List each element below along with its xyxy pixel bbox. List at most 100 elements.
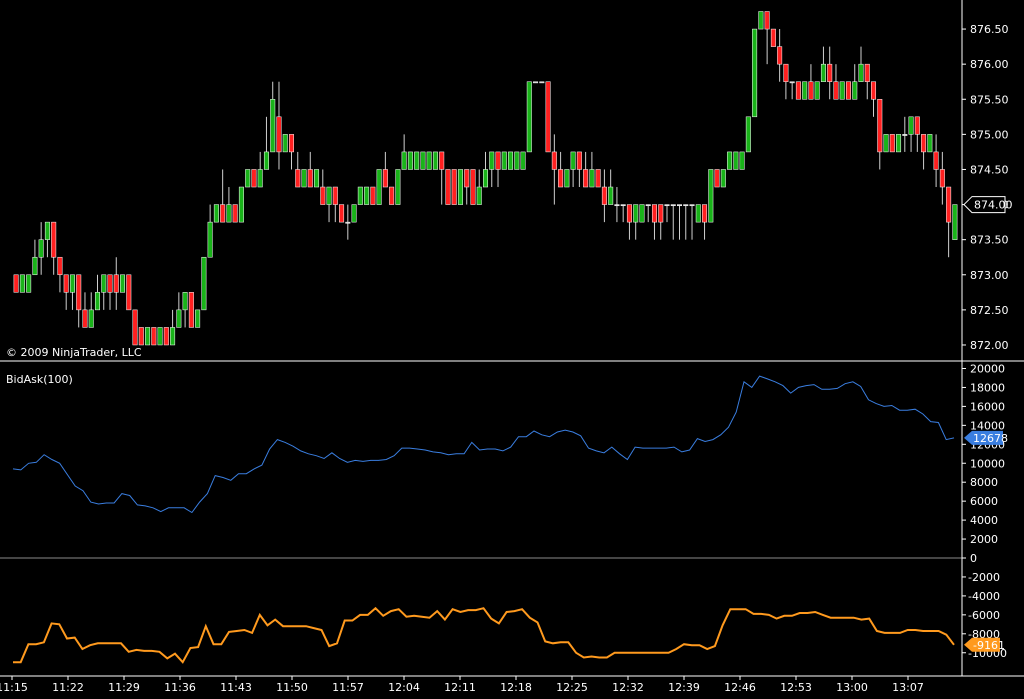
candle-body[interactable] xyxy=(132,309,138,346)
candle-body[interactable] xyxy=(44,221,50,240)
candle-body[interactable] xyxy=(545,81,551,153)
candle-body[interactable] xyxy=(407,151,413,170)
candle-body[interactable] xyxy=(639,204,645,223)
candle-body[interactable] xyxy=(896,134,902,153)
candle-body[interactable] xyxy=(576,151,582,170)
candle-body[interactable] xyxy=(601,186,607,205)
candle-body[interactable] xyxy=(163,327,169,346)
candle-body[interactable] xyxy=(689,204,695,207)
candle-body[interactable] xyxy=(739,151,745,170)
candle-body[interactable] xyxy=(921,134,927,153)
candle-body[interactable] xyxy=(952,204,958,240)
candle-body[interactable] xyxy=(226,204,232,223)
candle-body[interactable] xyxy=(107,274,113,293)
candle-body[interactable] xyxy=(395,169,401,205)
candle-body[interactable] xyxy=(339,204,345,223)
candle-body[interactable] xyxy=(257,169,263,188)
candle-body[interactable] xyxy=(570,151,576,170)
candle-body[interactable] xyxy=(157,327,163,346)
candle-body[interactable] xyxy=(526,81,532,153)
candle-body[interactable] xyxy=(364,186,370,205)
candle-body[interactable] xyxy=(489,151,495,170)
candle-body[interactable] xyxy=(758,11,764,30)
candle-body[interactable] xyxy=(802,81,808,100)
candle-body[interactable] xyxy=(702,204,708,223)
candle-body[interactable] xyxy=(251,169,257,188)
candle-body[interactable] xyxy=(245,169,251,188)
candle-body[interactable] xyxy=(514,151,520,170)
candle-body[interactable] xyxy=(464,169,470,188)
candle-body[interactable] xyxy=(858,63,864,82)
candle-body[interactable] xyxy=(677,204,683,207)
candle-body[interactable] xyxy=(927,134,933,153)
candle-body[interactable] xyxy=(495,151,501,170)
candle-body[interactable] xyxy=(839,81,845,100)
candle-body[interactable] xyxy=(51,221,57,258)
candle-body[interactable] xyxy=(827,63,833,82)
candle-body[interactable] xyxy=(376,169,382,205)
candle-body[interactable] xyxy=(708,169,714,223)
candle-body[interactable] xyxy=(583,169,589,188)
candle-body[interactable] xyxy=(113,274,119,293)
candle-body[interactable] xyxy=(852,81,858,100)
candle-body[interactable] xyxy=(645,204,651,207)
candle-body[interactable] xyxy=(301,169,307,188)
candle-body[interactable] xyxy=(320,186,326,205)
candle-body[interactable] xyxy=(82,309,88,328)
candle-body[interactable] xyxy=(551,151,557,170)
candle-body[interactable] xyxy=(63,274,69,293)
candle-body[interactable] xyxy=(232,204,238,223)
candle-body[interactable] xyxy=(733,151,739,170)
candle-body[interactable] xyxy=(151,327,157,346)
candle-body[interactable] xyxy=(332,186,338,205)
candle-body[interactable] xyxy=(94,292,100,311)
candle-body[interactable] xyxy=(695,204,701,223)
candle-body[interactable] xyxy=(357,186,363,205)
candle-body[interactable] xyxy=(213,204,219,223)
candle-body[interactable] xyxy=(288,134,294,153)
candle-body[interactable] xyxy=(445,169,451,205)
candle-body[interactable] xyxy=(138,327,144,346)
candle-body[interactable] xyxy=(345,221,351,224)
candle-body[interactable] xyxy=(439,151,445,170)
candle-body[interactable] xyxy=(752,28,758,118)
candle-body[interactable] xyxy=(626,204,632,223)
candle-body[interactable] xyxy=(76,274,82,311)
candle-body[interactable] xyxy=(38,239,44,258)
candle-body[interactable] xyxy=(820,63,826,82)
candle-body[interactable] xyxy=(414,151,420,170)
candle-body[interactable] xyxy=(871,81,877,100)
candle-body[interactable] xyxy=(182,292,188,311)
candle-body[interactable] xyxy=(501,151,507,170)
candle-body[interactable] xyxy=(795,81,801,100)
candle-body[interactable] xyxy=(238,186,244,223)
candle-body[interactable] xyxy=(401,151,407,170)
candle-body[interactable] xyxy=(745,116,751,153)
candle-body[interactable] xyxy=(889,134,895,153)
candle-body[interactable] xyxy=(69,274,75,293)
candle-body[interactable] xyxy=(564,169,570,188)
candle-body[interactable] xyxy=(933,151,939,170)
candle-body[interactable] xyxy=(508,151,514,170)
candle-body[interactable] xyxy=(476,186,482,205)
price-panel[interactable] xyxy=(13,11,958,346)
candle-body[interactable] xyxy=(883,134,889,153)
candle-body[interactable] xyxy=(595,169,601,188)
candle-body[interactable] xyxy=(420,151,426,170)
candle-body[interactable] xyxy=(457,169,463,205)
candle-body[interactable] xyxy=(833,81,839,100)
candle-body[interactable] xyxy=(382,169,388,188)
candle-body[interactable] xyxy=(914,116,920,135)
candle-body[interactable] xyxy=(370,186,376,205)
candle-body[interactable] xyxy=(270,99,276,153)
candle-body[interactable] xyxy=(664,204,670,207)
candle-body[interactable] xyxy=(808,81,814,100)
candle-body[interactable] xyxy=(314,169,320,188)
candle-body[interactable] xyxy=(32,256,38,276)
candle-body[interactable] xyxy=(326,186,332,205)
candle-body[interactable] xyxy=(282,134,288,153)
candle-body[interactable] xyxy=(426,151,432,170)
candle-body[interactable] xyxy=(13,274,19,293)
candle-body[interactable] xyxy=(770,28,776,47)
candle-body[interactable] xyxy=(126,274,132,311)
